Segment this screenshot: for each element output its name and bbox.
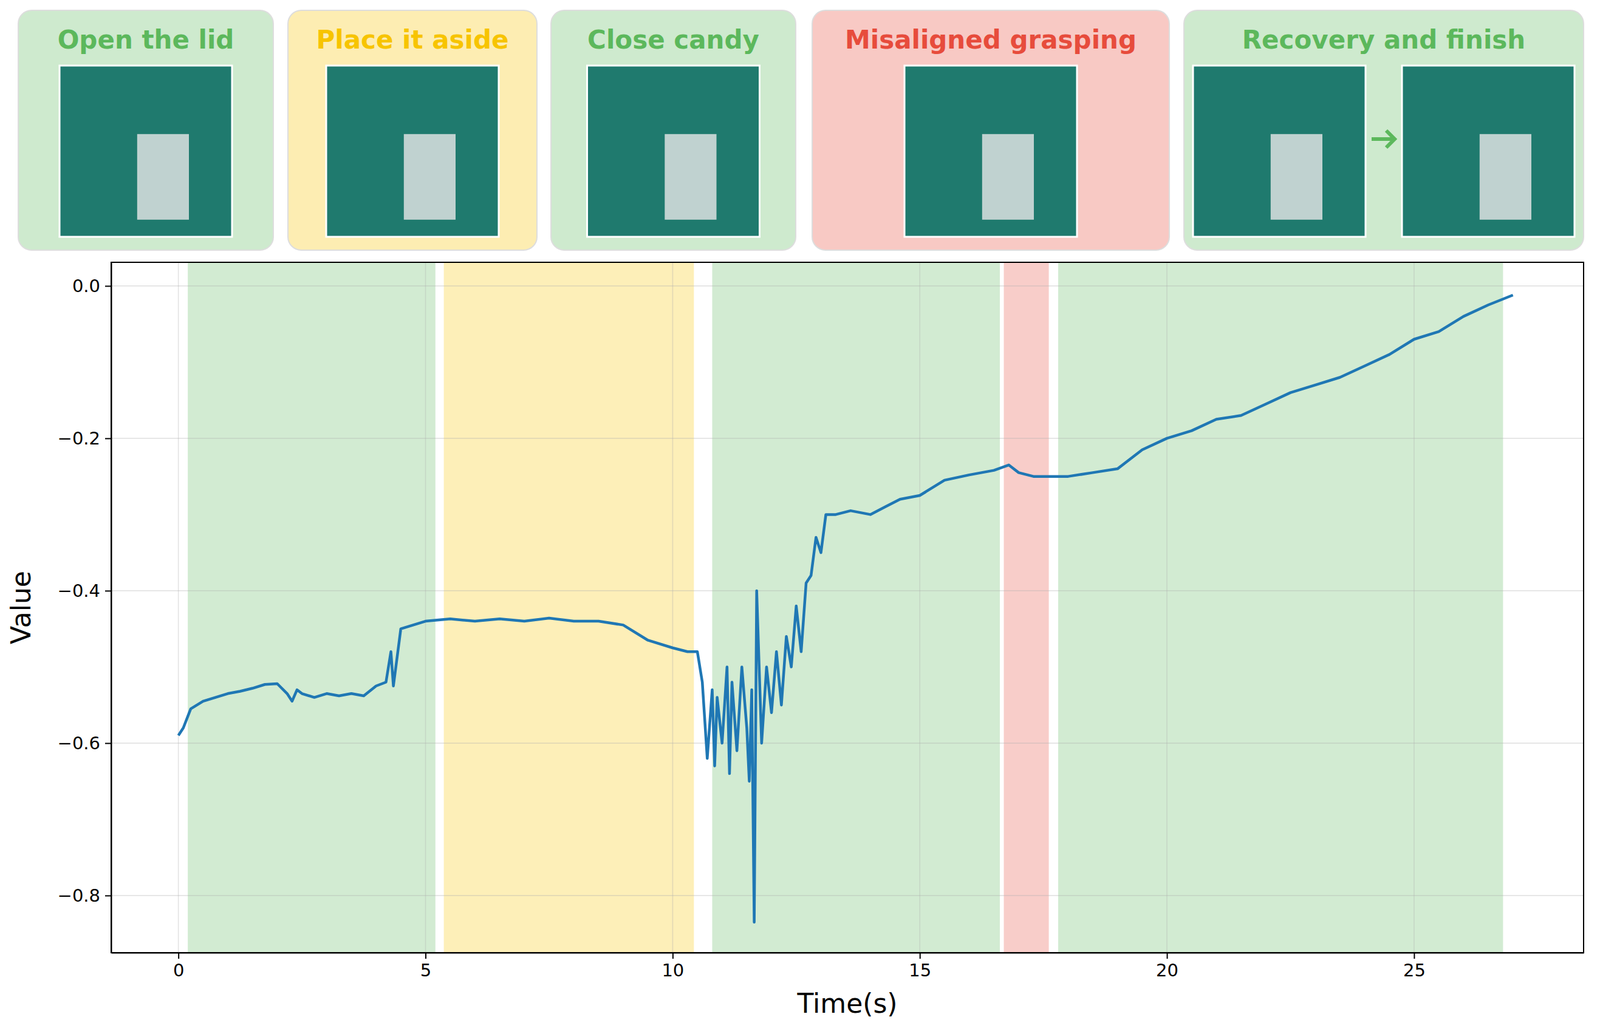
photo-placeholder-detail	[982, 134, 1034, 220]
tick-mark	[672, 953, 674, 960]
photo-placeholder-detail	[1270, 134, 1323, 220]
phase-span	[444, 262, 695, 954]
tick-label: 0	[173, 960, 185, 982]
tick: −0.6	[57, 733, 112, 754]
value-line	[178, 295, 1514, 923]
phase-panel: Misaligned grasping	[812, 10, 1170, 251]
tick-mark	[105, 590, 112, 592]
phase-panel: Place it aside	[287, 10, 537, 251]
grid-line	[919, 262, 921, 954]
tick: −0.2	[57, 428, 112, 449]
phase-panels: Open the lid Place it aside Close candy Mis…	[18, 10, 1584, 251]
grid-line	[1413, 262, 1415, 954]
tick-mark	[105, 437, 112, 440]
panel-background	[18, 10, 274, 251]
panel-background	[550, 10, 796, 251]
grid-line	[111, 437, 1584, 440]
photo-placeholder-detail	[1479, 134, 1532, 220]
photo-placeholder	[59, 65, 233, 237]
panel-background	[1183, 10, 1584, 251]
plot-area	[111, 262, 1584, 954]
panel-title: Close candy	[587, 24, 760, 55]
tick: 10	[661, 953, 684, 982]
tick: 5	[420, 953, 432, 982]
panel-title: Recovery and finish	[1242, 24, 1526, 55]
tick-label: −0.4	[57, 580, 101, 602]
tick-mark	[1413, 953, 1415, 960]
tick: 0	[173, 953, 185, 982]
panel-title: Place it aside	[316, 24, 510, 55]
tick-label: 10	[661, 960, 684, 982]
grid-line	[672, 262, 674, 954]
tick: −0.4	[57, 580, 112, 602]
grid-line	[111, 742, 1584, 745]
y-axis: −0.8 −0.6 −0.4 −0.2 0.0	[57, 263, 112, 954]
tick-mark	[1166, 953, 1169, 960]
x-axis-title: Time(s)	[796, 988, 898, 1020]
panel-background	[287, 10, 537, 251]
phase-span	[187, 262, 436, 954]
tick-label: −0.6	[57, 733, 101, 754]
phase-panel: Close candy	[550, 10, 796, 251]
phase-span	[1004, 262, 1050, 954]
tick-mark	[425, 953, 427, 960]
photo-placeholder	[1193, 65, 1366, 237]
tick: 0.0	[72, 275, 112, 297]
photo-placeholder	[904, 65, 1077, 237]
panel-title: Misaligned grasping	[844, 24, 1137, 55]
plot-frame	[111, 262, 1584, 954]
tick-mark	[105, 285, 112, 287]
photo-placeholder	[587, 65, 760, 237]
grid-line	[1166, 262, 1168, 954]
phase-panel: Open the lid	[18, 10, 274, 251]
tick-label: 15	[908, 960, 932, 982]
tick: −0.8	[57, 885, 112, 907]
y-axis-title: Value	[5, 570, 37, 645]
tick-mark	[105, 742, 112, 745]
photo-placeholder	[326, 65, 499, 237]
tick-label: 25	[1403, 960, 1426, 982]
figure: Open the lid Place it aside Close candy Mis…	[0, 0, 1600, 1031]
arrow	[1371, 130, 1395, 148]
tick-label: 20	[1155, 960, 1179, 982]
photo-placeholder	[1401, 65, 1575, 237]
tick: 25	[1403, 953, 1426, 982]
tick: 20	[1155, 953, 1179, 982]
grid-line	[111, 285, 1584, 287]
tick: 15	[908, 953, 932, 982]
tick-label: −0.8	[57, 885, 101, 907]
tick-label: −0.2	[57, 428, 101, 449]
grid-line	[425, 262, 427, 954]
panel-background	[812, 10, 1170, 251]
panel-title: Open the lid	[57, 24, 235, 55]
phase-panel: Recovery and finish	[1183, 10, 1584, 251]
grid-line	[111, 590, 1584, 592]
phase-span	[1058, 262, 1503, 954]
x-axis: 0 5 10 15 20 25	[111, 953, 1585, 982]
tick-mark	[105, 895, 112, 897]
photo-placeholder-detail	[403, 134, 456, 220]
tick-mark	[919, 953, 921, 960]
tick-mark	[177, 953, 180, 960]
photo-placeholder-detail	[137, 134, 189, 220]
tick-label: 5	[420, 960, 432, 982]
tick-label: 0.0	[72, 275, 101, 297]
photo-placeholder-detail	[664, 134, 717, 220]
grid-line	[177, 262, 180, 954]
grid-line	[111, 895, 1584, 897]
